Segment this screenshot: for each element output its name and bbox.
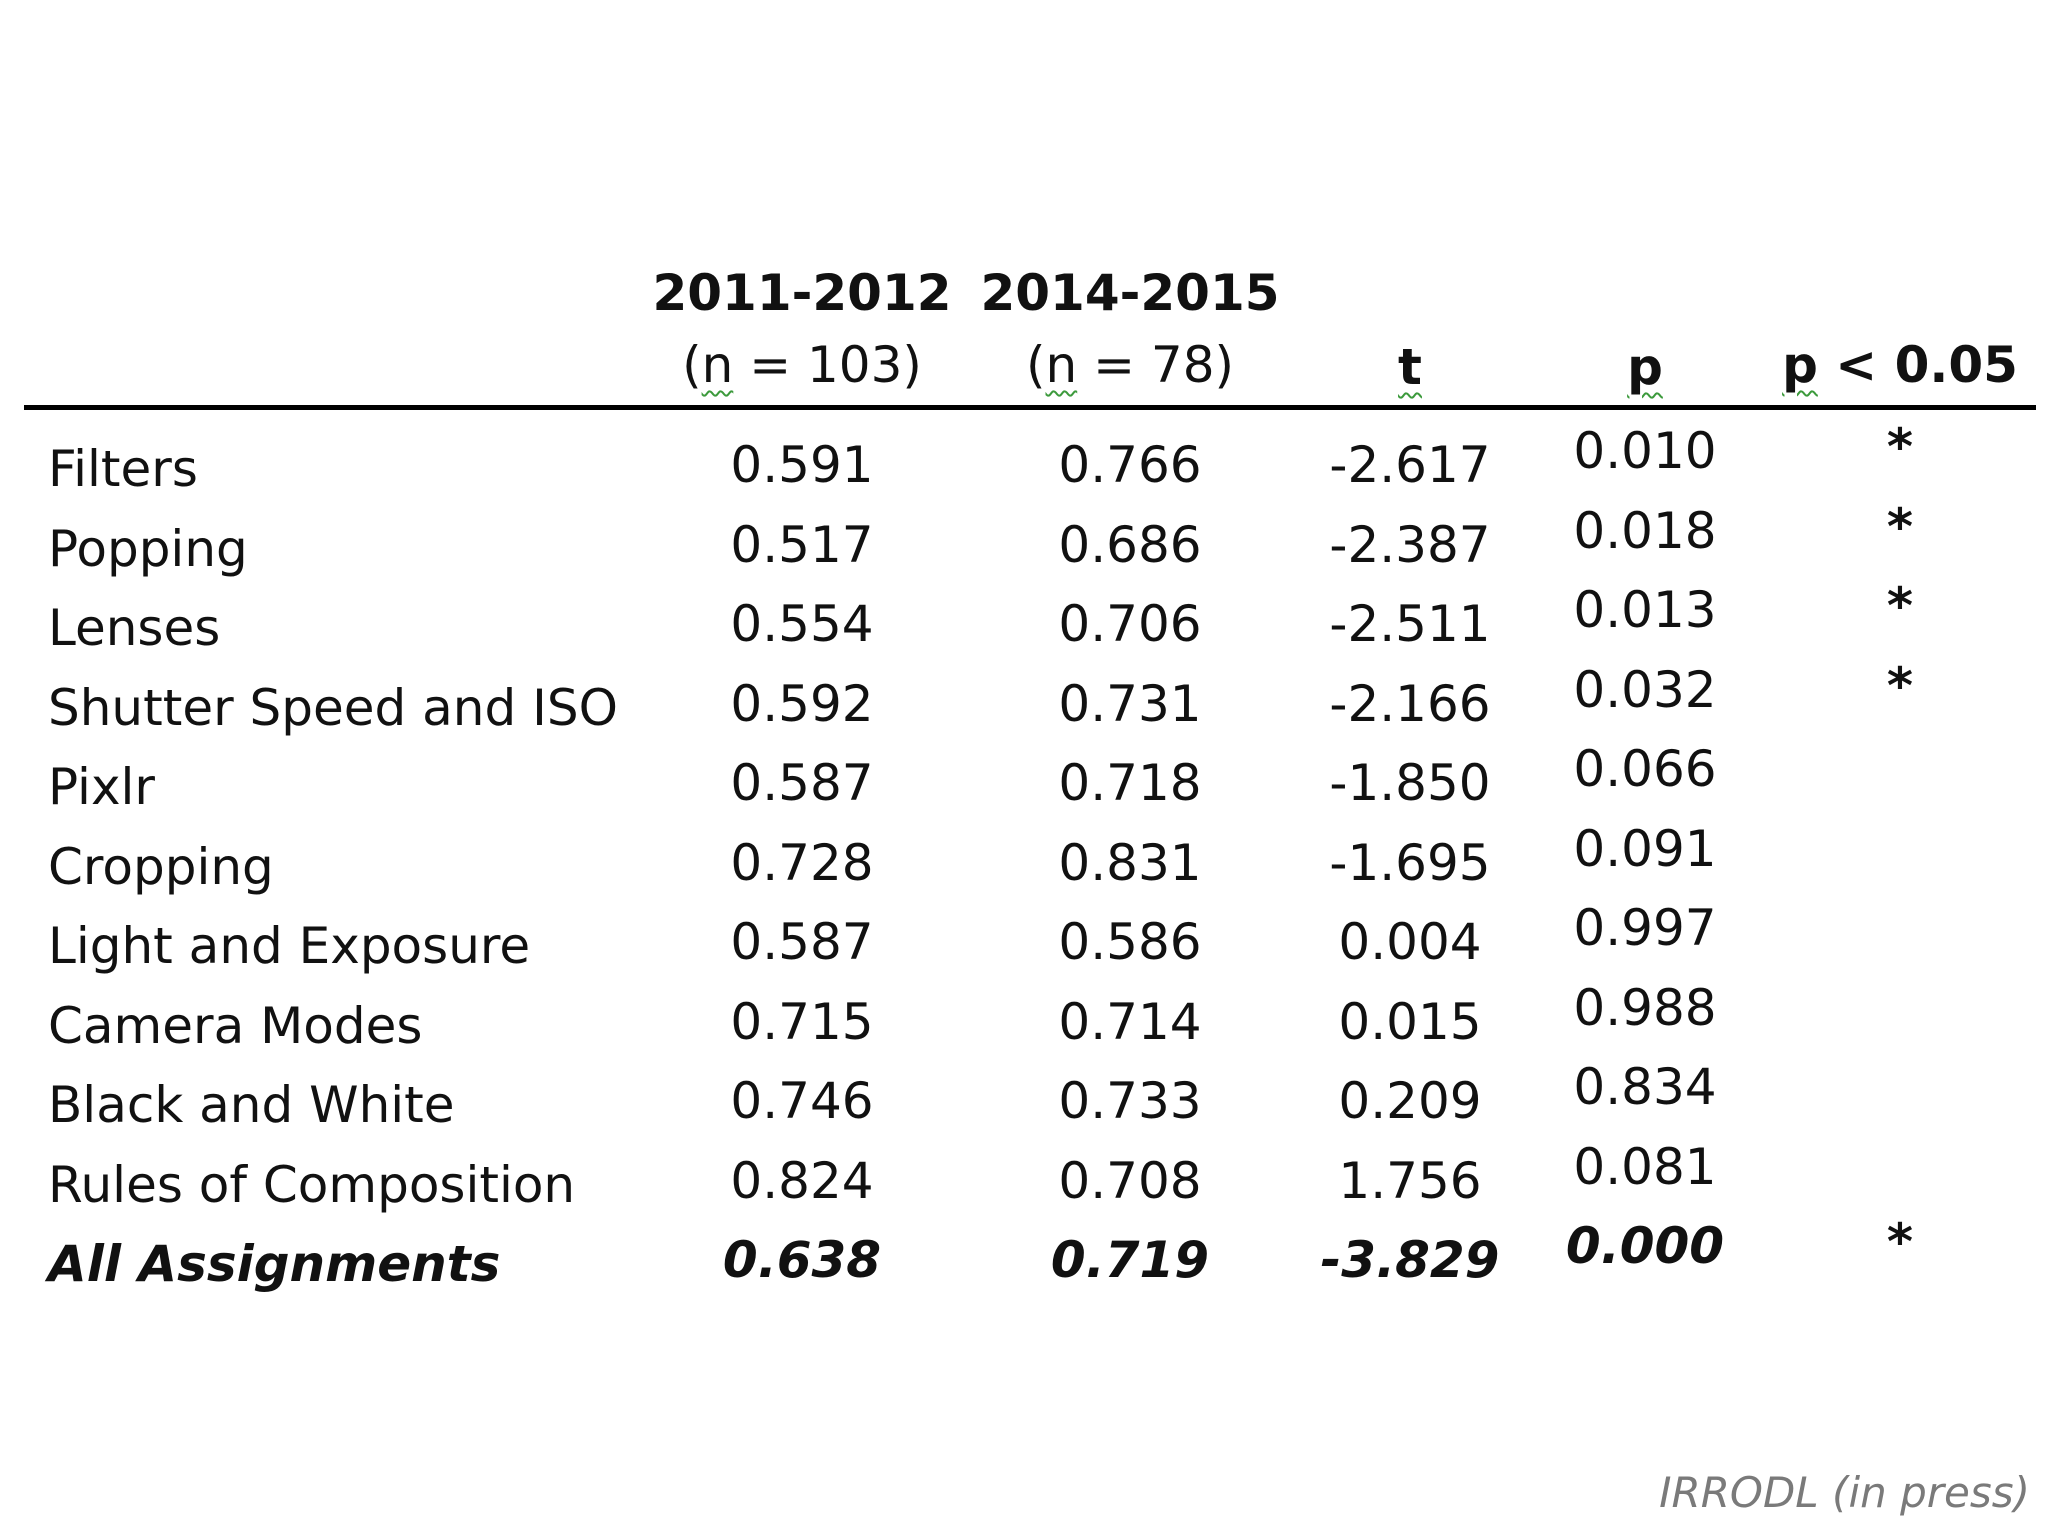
value-t: -1.850 [1329,754,1491,812]
value-t: -2.617 [1329,436,1491,494]
header-t: t [1398,338,1422,396]
header-col1-n-symbol: n [701,336,734,394]
row-label: Camera Modes [48,997,423,1055]
value-2011-2012: 0.587 [730,754,874,812]
row-label: Light and Exposure [48,917,531,975]
value-t: 0.015 [1338,993,1482,1051]
header-significance: p < 0.05 [1782,336,2018,394]
value-2011-2012: 0.746 [730,1072,874,1130]
row-label: Popping [48,520,248,578]
value-2014-2015: 0.733 [1058,1072,1202,1130]
significance-mark: * [1886,657,1914,715]
row-label: Lenses [48,599,221,657]
value-t: -1.695 [1329,834,1491,892]
header-p: p [1627,338,1663,396]
value-2014-2015: 0.586 [1058,913,1202,971]
header-col1-n: (n = 103) [682,336,922,394]
table-row: Camera Modes 0.715 0.714 0.015 0.988 [0,983,2048,1081]
table-row: Black and White 0.746 0.733 0.209 0.834 [0,1062,2048,1160]
value-2011-2012: 0.715 [730,993,874,1051]
value-2014-2015: 0.706 [1058,595,1202,653]
value-p: 0.081 [1573,1138,1717,1196]
table-row: Cropping 0.728 0.831 -1.695 0.091 [0,824,2048,922]
value-t: -2.166 [1329,675,1491,733]
value-2014-2015: 0.686 [1058,516,1202,574]
header-col2-years: 2014-2015 [980,264,1280,322]
table-row: Rules of Composition 0.824 0.708 1.756 0.081 [0,1142,2048,1240]
value-t: -2.511 [1329,595,1491,653]
value-2014-2015: 0.708 [1058,1152,1202,1210]
value-p: 0.988 [1573,979,1717,1037]
table-row: Shutter Speed and ISO 0.592 0.731 -2.166 0.0… [0,661,2048,763]
source-caption: IRRODL (in press) [1659,1468,2030,1517]
row-label: Filters [48,440,198,498]
table-row: Popping 0.517 0.686 -2.387 0.018 * [0,502,2048,604]
significance-mark: * [1886,418,1914,476]
value-2011-2012: 0.591 [730,436,874,494]
value-2011-2012: 0.728 [730,834,874,892]
value-2014-2015: 0.731 [1058,675,1202,733]
value-t: -2.387 [1329,516,1491,574]
value-2011-2012: 0.824 [730,1152,874,1210]
table-row: All Assignments 0.638 0.719 -3.829 0.000 * [0,1217,2048,1319]
value-2014-2015: 0.766 [1058,436,1202,494]
value-t: -3.829 [1320,1231,1500,1289]
row-label: All Assignments [48,1235,501,1293]
value-2011-2012: 0.517 [730,516,874,574]
value-p: 0.997 [1573,899,1717,957]
value-2011-2012: 0.592 [730,675,874,733]
value-2011-2012: 0.638 [722,1231,882,1289]
table-row: Pixlr 0.587 0.718 -1.850 0.066 [0,744,2048,842]
value-p: 0.091 [1573,820,1717,878]
header-col2-n-symbol: n [1045,336,1078,394]
row-label: Black and White [48,1076,455,1134]
row-label: Cropping [48,838,274,896]
value-2014-2015: 0.831 [1058,834,1202,892]
value-2011-2012: 0.554 [730,595,874,653]
value-2014-2015: 0.714 [1058,993,1202,1051]
value-p: 0.010 [1573,422,1717,480]
value-p: 0.032 [1573,661,1717,719]
value-2014-2015: 0.718 [1058,754,1202,812]
header-rule [24,405,2036,410]
value-t: 0.209 [1338,1072,1482,1130]
value-p: 0.834 [1573,1058,1717,1116]
value-p: 0.000 [1565,1217,1725,1275]
value-p: 0.013 [1573,581,1717,639]
row-label: Shutter Speed and ISO [48,679,618,737]
table-row: Filters 0.591 0.766 -2.617 0.010 * [0,422,2048,524]
value-2014-2015: 0.719 [1050,1231,1210,1289]
significance-mark: * [1886,577,1914,635]
value-p: 0.018 [1573,502,1717,560]
table-row: Light and Exposure 0.587 0.586 0.004 0.997 [0,903,2048,1001]
value-t: 0.004 [1338,913,1482,971]
row-label: Pixlr [48,758,155,816]
significance-mark: * [1886,1213,1914,1271]
value-t: 1.756 [1338,1152,1482,1210]
row-label: Rules of Composition [48,1156,576,1214]
header-col1-years: 2011-2012 [652,264,952,322]
header-col2-n: (n = 78) [1025,336,1235,394]
value-2011-2012: 0.587 [730,913,874,971]
table-row: Lenses 0.554 0.706 -2.511 0.013 * [0,581,2048,683]
significance-mark: * [1886,498,1914,556]
value-p: 0.066 [1573,740,1717,798]
